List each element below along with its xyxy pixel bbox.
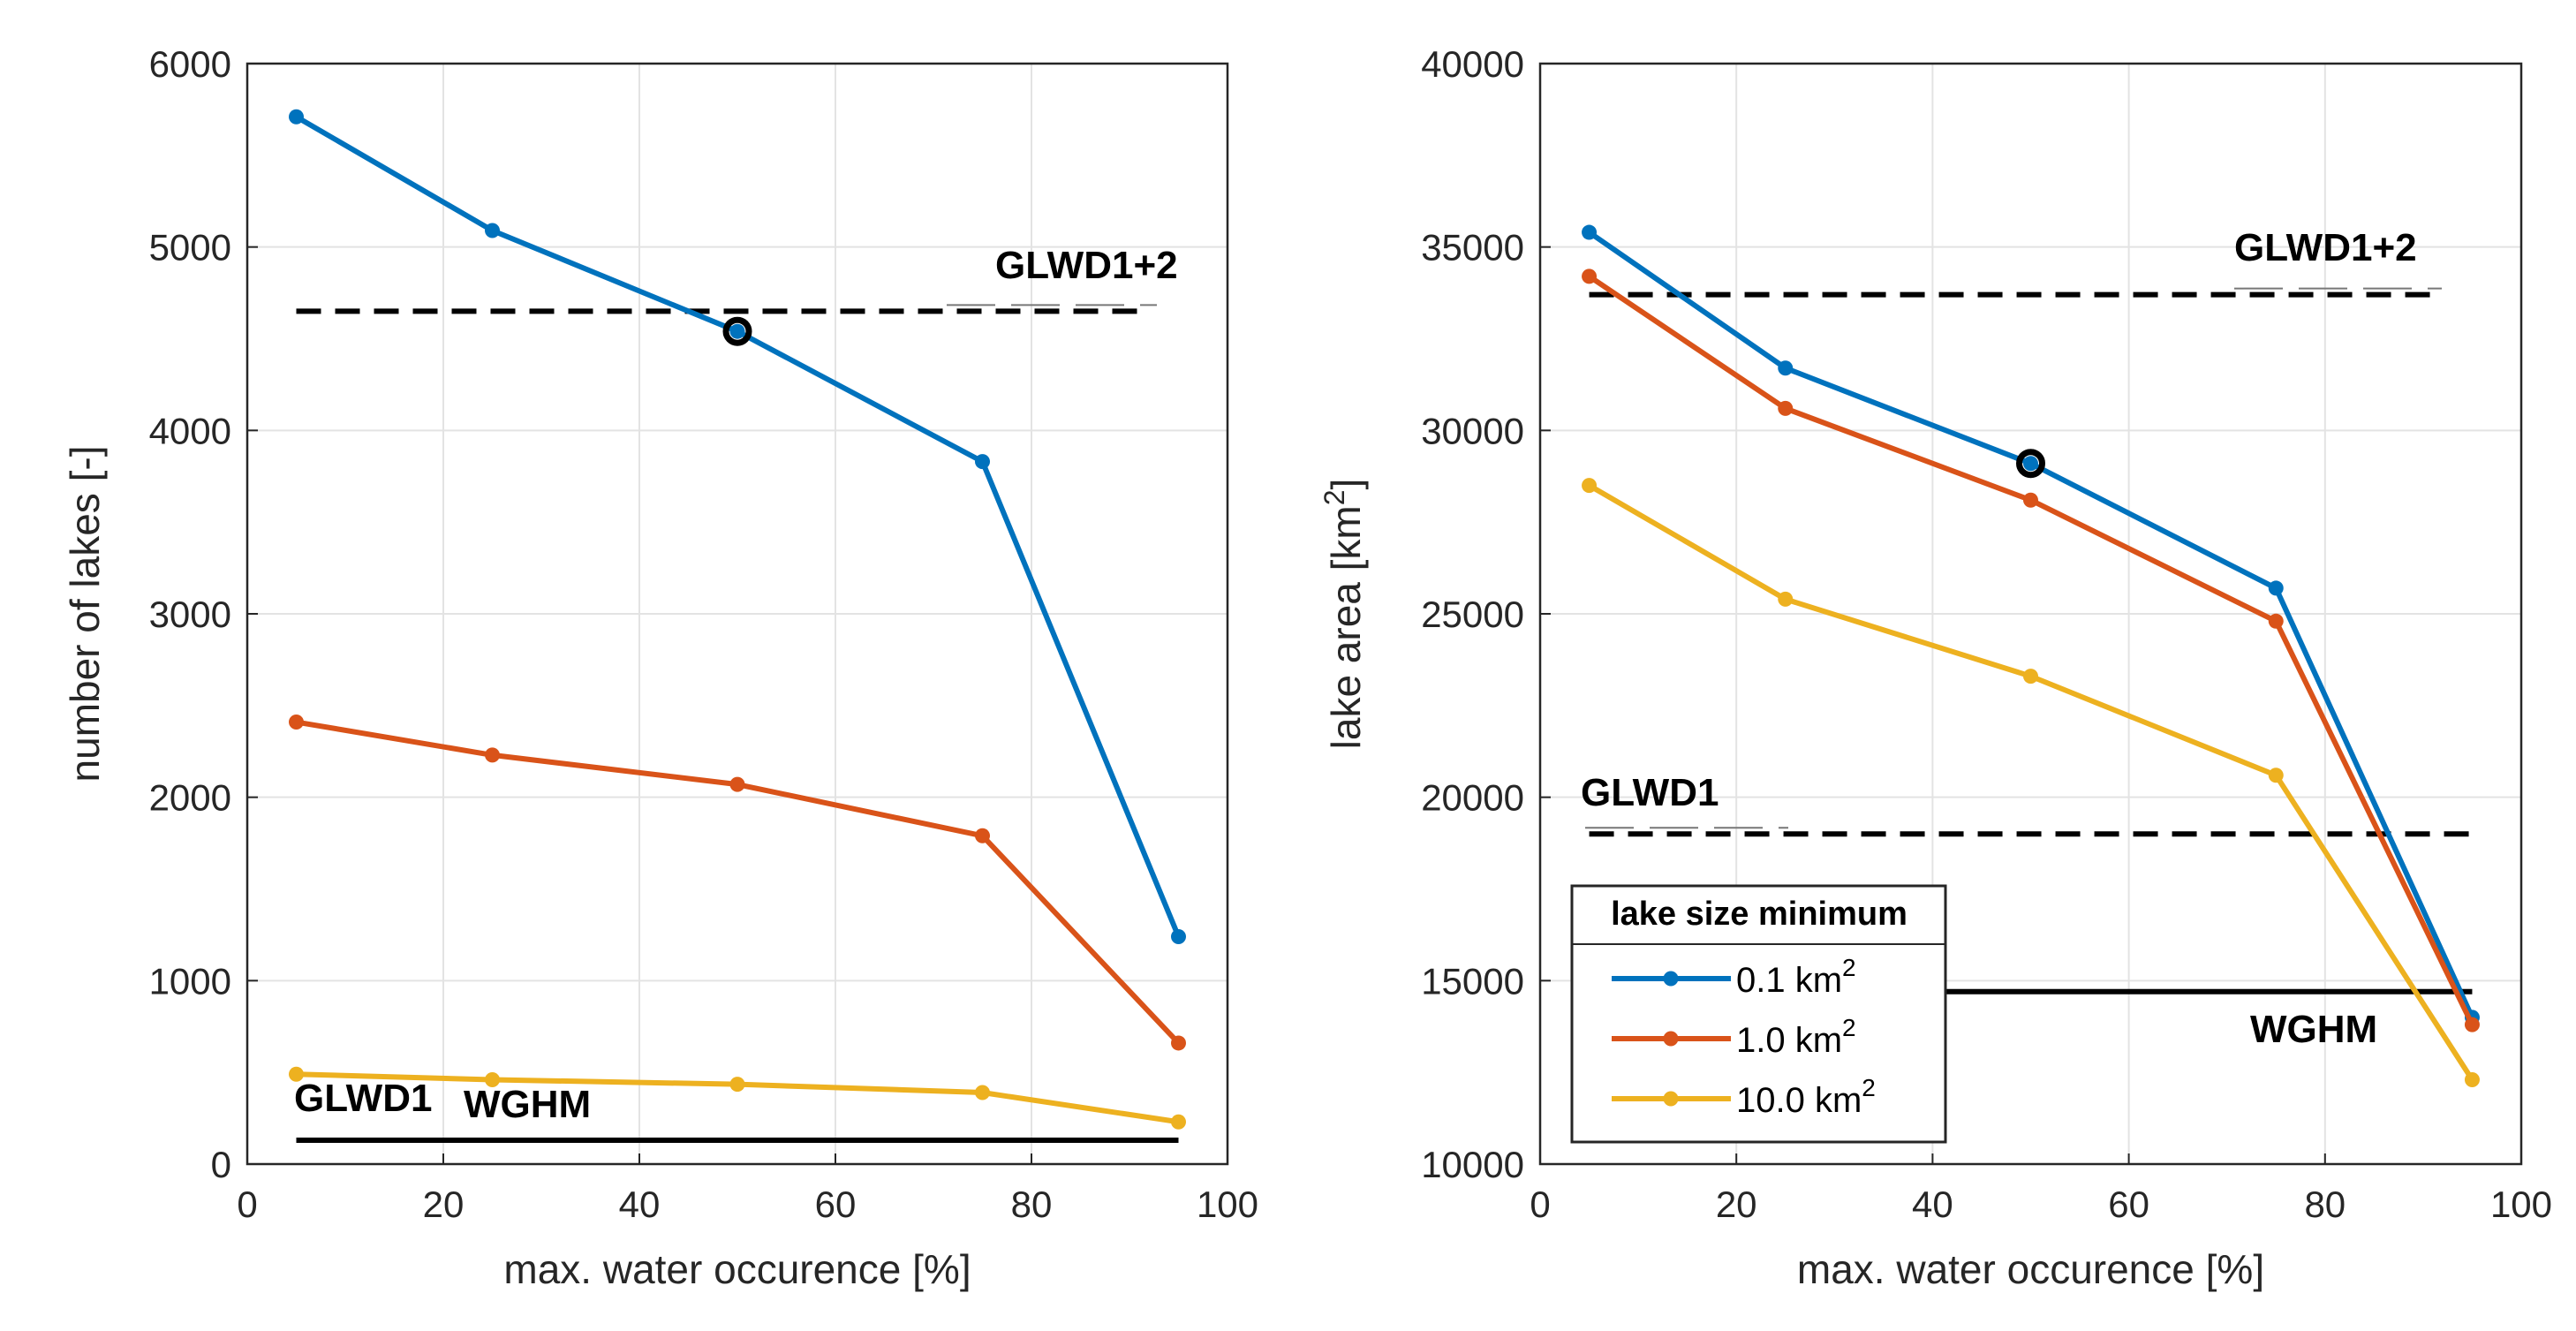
x-tick-label: 20 xyxy=(1716,1184,1757,1225)
data-point xyxy=(1582,224,1598,240)
data-point xyxy=(1778,400,1794,416)
legend-label-text: 0.1 km xyxy=(1736,961,1842,1000)
data-point xyxy=(2023,456,2038,472)
x-axis-label: max. water occurence [%] xyxy=(503,1246,971,1292)
left-panel: 0 20 40 60 80 1000100020003000400050006000max… xyxy=(62,43,1258,1292)
y-tick-label: 10000 xyxy=(1421,1144,1524,1185)
legend-label-text: 10.0 km xyxy=(1736,1081,1862,1120)
data-point xyxy=(2268,768,2284,783)
y-axis-label-end: ] xyxy=(1323,479,1369,490)
y-axis-label-text: lake area [km xyxy=(1323,505,1369,749)
y-axis-label: lake area [km2] xyxy=(1318,479,1369,750)
x-axis-label: max. water occurence [%] xyxy=(1797,1246,2264,1292)
highlight-marker xyxy=(2016,449,2045,479)
reference-label: GLWD1 xyxy=(1581,771,1719,814)
reference-label: GLWD1+2 xyxy=(2234,226,2417,269)
y-tick-label: 30000 xyxy=(1421,410,1524,451)
data-point xyxy=(289,715,304,730)
x-tick-label: 0 xyxy=(237,1184,257,1225)
y-tick-label: 40000 xyxy=(1421,43,1524,85)
data-point xyxy=(2023,669,2038,684)
legend-label-text: 1.0 km xyxy=(1736,1021,1842,1060)
x-tick-label: 60 xyxy=(2108,1184,2149,1225)
legend-label-0: 0.1 km2 xyxy=(1736,954,1856,1000)
legend-title: lake size minimum xyxy=(1611,896,1907,933)
legend-label-superscript: 2 xyxy=(1862,1074,1876,1101)
legend-marker-2 xyxy=(1663,1091,1679,1107)
legend-label-2: 10.0 km2 xyxy=(1736,1074,1876,1120)
x-tick-label: 60 xyxy=(815,1184,857,1225)
data-point xyxy=(485,1071,500,1087)
y-axis-label-superscript: 2 xyxy=(1318,489,1350,505)
data-point xyxy=(1582,478,1598,494)
data-point xyxy=(1171,1035,1186,1051)
y-tick-label: 6000 xyxy=(149,43,231,85)
x-tick-label: 40 xyxy=(619,1184,661,1225)
legend-label-superscript: 2 xyxy=(1842,954,1856,981)
data-point xyxy=(1171,928,1186,944)
data-point xyxy=(975,828,990,843)
data-point xyxy=(2464,1071,2480,1087)
data-point xyxy=(729,776,745,792)
x-tick-label: 0 xyxy=(1530,1184,1550,1225)
reference-label: WGHM xyxy=(464,1083,591,1126)
y-tick-label: 3000 xyxy=(149,594,231,635)
y-axis-label: number of lakes [-] xyxy=(62,446,108,783)
y-tick-label: 0 xyxy=(211,1144,231,1185)
data-point xyxy=(1778,360,1794,376)
data-point xyxy=(2023,492,2038,508)
data-point xyxy=(485,223,500,238)
legend-marker-0 xyxy=(1663,971,1679,987)
data-point xyxy=(975,1085,990,1100)
legend-marker-1 xyxy=(1663,1031,1679,1047)
data-point xyxy=(2268,580,2284,596)
x-tick-label: 20 xyxy=(423,1184,465,1225)
axes-box xyxy=(246,62,1229,1166)
y-tick-label: 5000 xyxy=(149,227,231,268)
x-tick-label: 80 xyxy=(2304,1184,2346,1225)
y-tick-label: 35000 xyxy=(1421,227,1524,268)
data-point xyxy=(729,1077,745,1093)
data-point xyxy=(1582,268,1598,284)
y-tick-label: 2000 xyxy=(149,777,231,819)
data-point xyxy=(2464,1017,2480,1032)
data-point xyxy=(1778,591,1794,607)
data-point xyxy=(729,323,745,339)
data-point xyxy=(1171,1114,1186,1130)
data-point xyxy=(975,454,990,470)
data-point xyxy=(289,1066,304,1082)
x-tick-label: 40 xyxy=(1912,1184,1953,1225)
legend-label-1: 1.0 km2 xyxy=(1736,1014,1856,1060)
right-panel: 0 20 40 60 80 100 10000 15000 20000 25000 30000 350… xyxy=(1318,43,2552,1292)
y-tick-label: 25000 xyxy=(1421,594,1524,635)
x-tick-label: 80 xyxy=(1011,1184,1053,1225)
legend-label-superscript: 2 xyxy=(1842,1014,1856,1041)
y-tick-label: 20000 xyxy=(1421,777,1524,819)
y-axis-label-text: number of lakes [-] xyxy=(62,446,108,783)
reference-label: GLWD1 xyxy=(294,1077,432,1120)
y-tick-label: 15000 xyxy=(1421,960,1524,1002)
highlight-marker xyxy=(722,316,752,346)
data-point xyxy=(289,109,304,125)
x-tick-label: 100 xyxy=(2490,1184,2552,1225)
x-tick-label: 100 xyxy=(1197,1184,1258,1225)
y-tick-label: 1000 xyxy=(149,960,231,1002)
y-tick-label: 4000 xyxy=(149,410,231,451)
data-point xyxy=(485,747,500,763)
reference-label: WGHM xyxy=(2250,1008,2377,1051)
data-point xyxy=(2268,613,2284,629)
reference-label: GLWD1+2 xyxy=(995,244,1178,287)
axes-box xyxy=(1538,62,2523,1166)
